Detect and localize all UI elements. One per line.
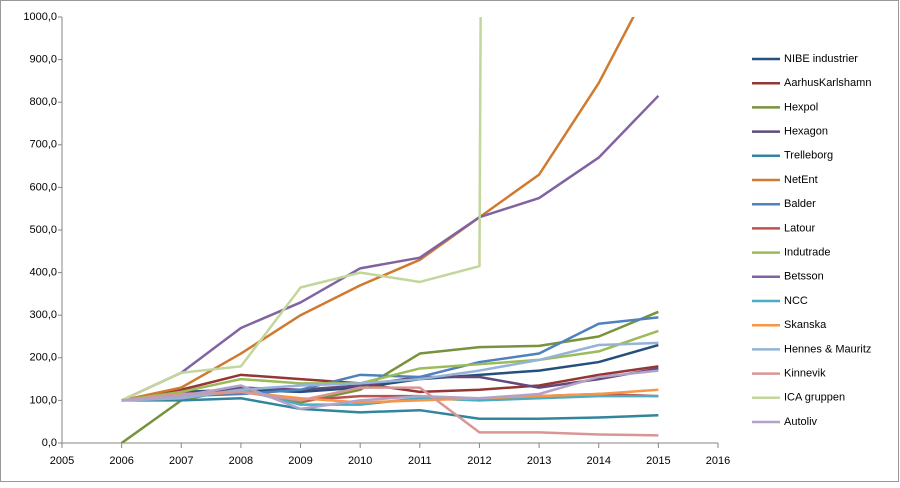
- series-line: [121, 94, 660, 402]
- y-tick-label: 600,0: [29, 181, 57, 193]
- x-tick-label: 2011: [408, 455, 432, 467]
- legend-label: Kinnevik: [784, 368, 826, 380]
- series-line: [121, 397, 659, 420]
- legend-label: Hexpol: [784, 101, 818, 113]
- legend-label: ICA gruppen: [784, 392, 845, 404]
- legend-label: NCC: [784, 295, 808, 307]
- y-tick-label: 100,0: [29, 394, 57, 406]
- x-tick-label: 2015: [646, 455, 670, 467]
- x-tick-label: 2016: [706, 455, 730, 467]
- series-line: [121, 329, 659, 402]
- series-line: [121, 17, 482, 402]
- legend-label: Balder: [784, 198, 816, 210]
- y-tick-label: 200,0: [29, 352, 57, 364]
- y-tick-label: 400,0: [29, 267, 57, 279]
- x-tick-label: 2008: [229, 455, 253, 467]
- y-tick-label: 0,0: [42, 437, 57, 449]
- y-tick-label: 700,0: [29, 139, 57, 151]
- legend-label: Indutrade: [784, 247, 830, 259]
- legend-label: Hennes & Mauritz: [784, 343, 871, 355]
- legend-label: Hexagon: [784, 126, 828, 138]
- y-tick-label: 1000,0: [23, 11, 57, 23]
- legend-label: Betsson: [784, 271, 824, 283]
- x-tick-label: 2013: [527, 455, 551, 467]
- legend-label: AarhusKarlshamn: [784, 77, 871, 89]
- y-tick-label: 900,0: [29, 54, 57, 66]
- x-tick-label: 2006: [109, 455, 133, 467]
- x-tick-label: 2010: [348, 455, 372, 467]
- legend-label: Skanska: [784, 319, 827, 331]
- y-tick-label: 500,0: [29, 224, 57, 236]
- plot-area: [120, 17, 660, 443]
- y-tick-label: 300,0: [29, 309, 57, 321]
- legend-label: Autoliv: [784, 416, 818, 428]
- series-line: [121, 369, 659, 411]
- legend-label: Latour: [784, 222, 816, 234]
- legend-label: Trelleborg: [784, 150, 833, 162]
- legend-label: NetEnt: [784, 174, 818, 186]
- x-tick-label: 2009: [288, 455, 312, 467]
- legend-label: NIBE industrier: [784, 53, 858, 65]
- y-tick-label: 800,0: [29, 96, 57, 108]
- series-line: [121, 386, 659, 437]
- x-tick-label: 2005: [50, 455, 74, 467]
- x-tick-label: 2012: [467, 455, 491, 467]
- x-tick-label: 2007: [169, 455, 193, 467]
- x-tick-label: 2014: [586, 455, 610, 467]
